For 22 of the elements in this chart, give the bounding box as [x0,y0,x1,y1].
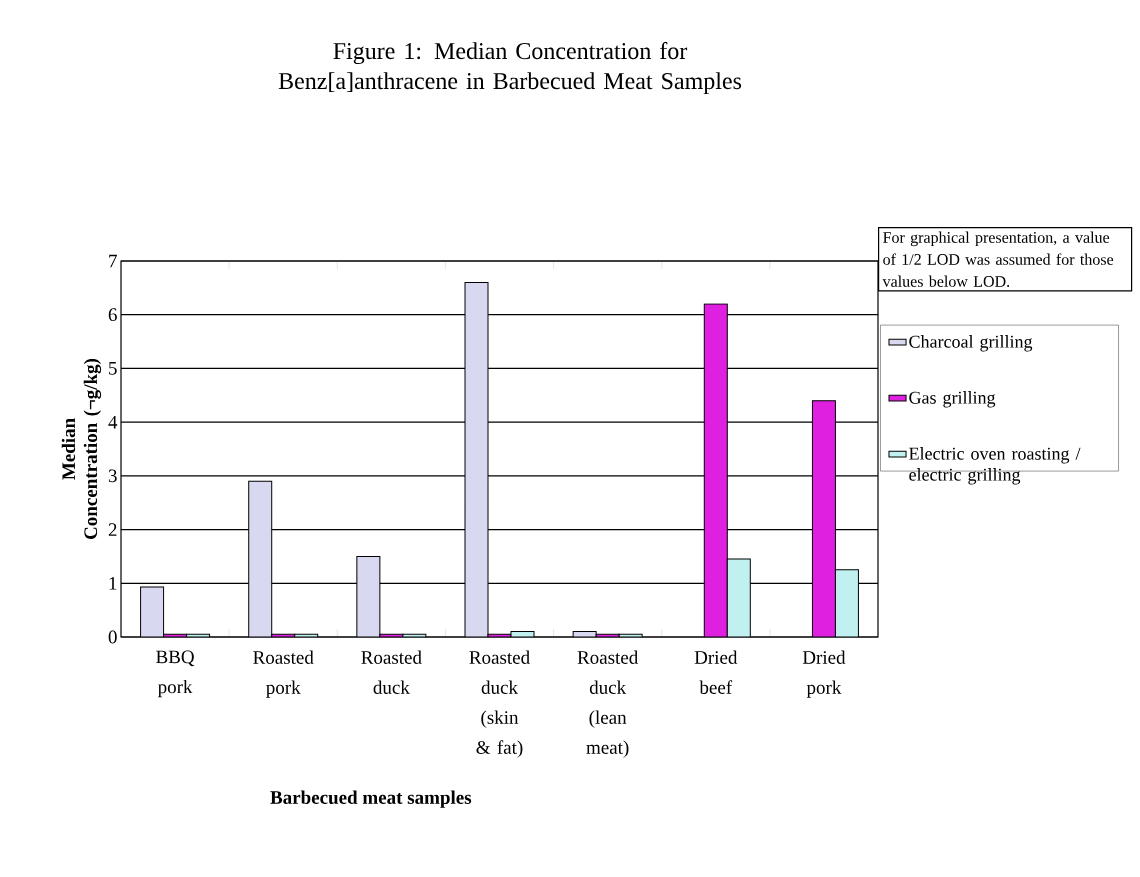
legend-label: Gas grilling [909,391,996,408]
x-tick-label: Roasted duck [361,650,422,694]
y-tick-label: 4 [108,415,118,429]
y-tick-label: 7 [109,254,117,268]
y-tick-label: 3 [108,469,117,483]
y-tick-label: 1 [109,577,117,590]
x-tick-label: BBQ pork [156,650,195,698]
y-tick-label: 5 [109,362,117,375]
x-tick-label: Roasted duck (skin & fat) [469,650,530,758]
x-tick-label: Dried beef [694,650,738,694]
text: For graphical presentation, a value of 1/2 LOD was assumed for those values below LOD. [882,231,1114,287]
y-axis-title: Median Concentration (¬g/kg) [61,358,102,539]
x-tick-label: Roasted duck (lean meat) [577,650,639,758]
y-tick-label: 0 [108,630,117,644]
x-axis-title: Barbecued meat samples [270,790,472,808]
y-tick-label: 6 [108,308,117,322]
chart-title: Figure 1: Median Concentration for Benz[a]anthracene in Barbecued Meat Samples [278,42,742,94]
legend-label: Electric oven roasting / electric grilling [909,447,1081,485]
legend-label: Charcoal grilling [909,335,1033,352]
x-tick-label: Roasted pork [253,650,314,698]
y-tick-label: 2 [108,523,117,536]
x-tick-label: Dried pork [802,650,846,698]
